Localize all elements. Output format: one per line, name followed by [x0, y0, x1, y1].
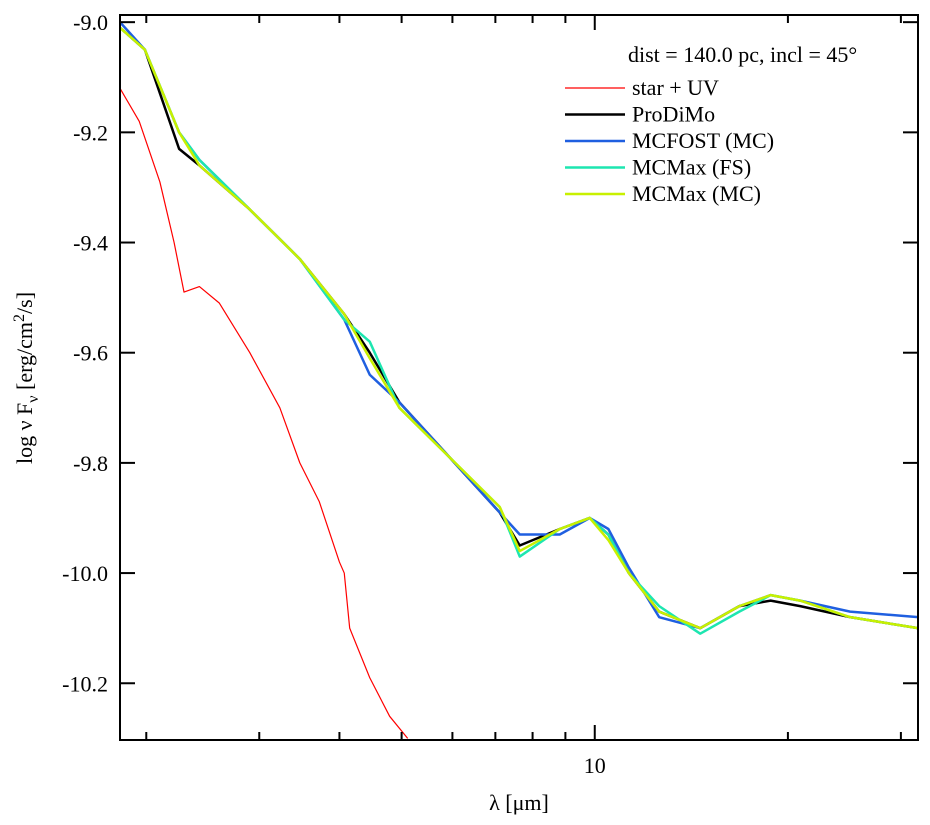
x-tick-label: 10	[584, 753, 606, 778]
y-tick-label: -9.2	[73, 120, 108, 145]
y-tick-label: -9.4	[73, 231, 108, 256]
y-tick-label: -10.2	[62, 671, 108, 696]
series-line	[120, 26, 918, 630]
y-label-sup: 2	[11, 314, 28, 322]
y-label-part: log ν F	[12, 403, 37, 464]
series-line	[120, 26, 918, 635]
legend-label: MCMax (FS)	[632, 155, 751, 180]
y-label-sub: ν	[25, 395, 42, 402]
series-line	[120, 26, 918, 630]
legend-label: MCMax (MC)	[632, 181, 761, 206]
legend-label: MCFOST (MC)	[632, 128, 774, 153]
legend-label: ProDiMo	[632, 102, 715, 127]
y-tick-label: -10.0	[62, 561, 108, 586]
legend-label: star + UV	[632, 75, 719, 100]
y-tick-label: -9.0	[73, 10, 108, 35]
y-label-part: /s]	[12, 292, 37, 314]
x-axis-label: λ [μm]	[489, 790, 549, 815]
y-tick-label: -9.6	[73, 341, 108, 366]
y-axis-label: log ν Fν [erg/cm2/s]	[11, 292, 42, 464]
series-line	[120, 87, 409, 739]
plot-frame	[119, 14, 919, 741]
y-label-part: [erg/cm	[12, 322, 37, 396]
series-line	[120, 21, 918, 630]
annotation: dist = 140.0 pc, incl = 45°	[628, 42, 857, 67]
y-tick-label: -9.8	[73, 451, 108, 476]
